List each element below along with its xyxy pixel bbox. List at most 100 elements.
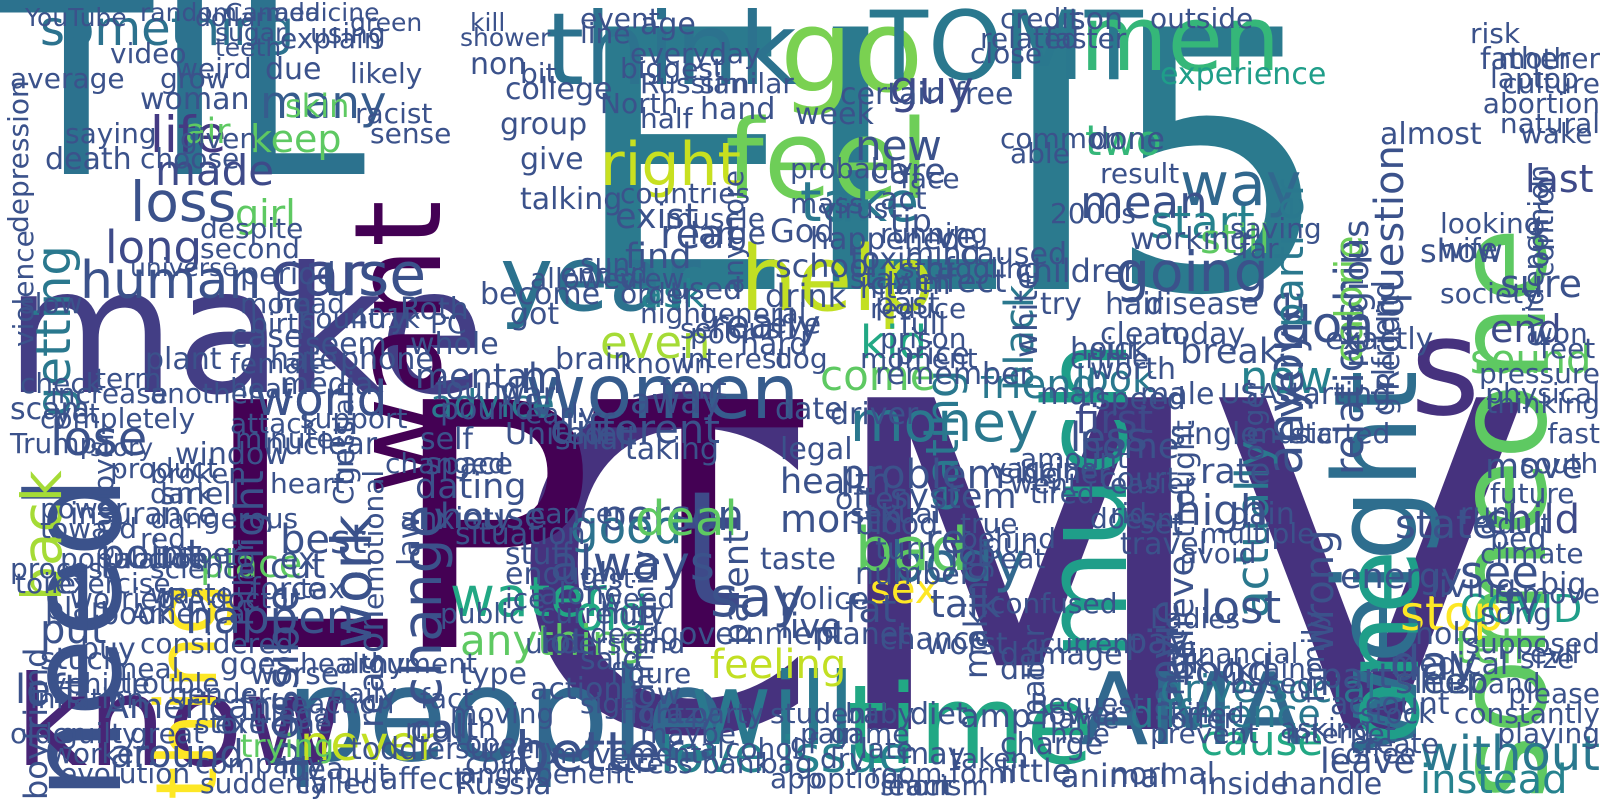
word-south: south <box>1520 447 1599 480</box>
word-sex: sex <box>870 567 939 613</box>
word-ask: ask <box>640 272 706 316</box>
word-start: start <box>1150 196 1255 249</box>
word-choose: choose <box>140 142 240 175</box>
word-sun: sun <box>580 247 631 280</box>
word-high: high <box>1175 486 1267 535</box>
word-pound: pound <box>440 392 535 427</box>
word-big: big <box>1540 567 1587 602</box>
word-mouth: mouth <box>405 712 496 745</box>
word-request: Request <box>1030 687 1144 720</box>
word-eye: eye <box>770 307 822 340</box>
word-order: order <box>620 277 695 310</box>
word-name: name <box>1040 702 1120 735</box>
word-covid: COVID <box>1460 587 1583 631</box>
word-women: women <box>525 348 799 436</box>
word-better: better <box>515 720 684 784</box>
word-lost: lost <box>1200 581 1282 634</box>
word-broken: broken <box>150 457 246 490</box>
word-even: even <box>600 316 711 369</box>
word-fact: fact <box>420 682 474 715</box>
word-pc: PC <box>430 307 467 340</box>
word-dead: dead <box>590 617 660 650</box>
word-considered: considered <box>140 627 294 660</box>
word-fat: fat <box>845 587 897 631</box>
word-become: become <box>480 277 601 312</box>
word-eat: eat <box>1000 542 1046 575</box>
word-north: North <box>600 87 679 120</box>
word-prison: prison <box>880 322 967 355</box>
word-nuclear: nuclear <box>265 427 378 462</box>
word-cut: cut <box>270 547 326 587</box>
word-living: living <box>1430 567 1517 605</box>
word-meal: meal <box>110 652 180 685</box>
word-green: green <box>350 8 423 37</box>
word-head: head <box>275 287 345 320</box>
word-early: early <box>525 397 596 430</box>
word-close: close <box>970 37 1043 70</box>
word-country: country <box>300 302 408 335</box>
word-said: said <box>580 642 642 677</box>
word-move: move <box>1485 447 1583 487</box>
word-hair: hair <box>1105 287 1164 322</box>
word-buy: buy <box>80 632 136 667</box>
word-book: book <box>100 597 174 632</box>
word-male: male <box>1140 377 1215 412</box>
word-take: take <box>800 170 919 234</box>
word-happen: happen <box>185 591 355 644</box>
word-time: time <box>845 661 1094 789</box>
word-deal: deal <box>635 491 738 547</box>
word-police: police <box>780 582 870 617</box>
word-despite: despite <box>200 212 304 245</box>
word-inside: inside <box>1200 767 1289 800</box>
word-hit: hit <box>860 272 897 305</box>
word-half: half <box>640 102 693 135</box>
word-outside: outside <box>1150 2 1254 35</box>
word-health: health <box>780 462 891 502</box>
word-child: child <box>1485 497 1580 543</box>
word-travel: travel <box>1120 527 1208 562</box>
word-large: large <box>690 217 767 252</box>
word-bed: bed <box>1490 522 1547 557</box>
word-god: God <box>770 212 835 250</box>
word-vehicle: vehicle <box>50 667 150 700</box>
word-insurance: insurance <box>70 497 217 532</box>
word-healthy: healthy <box>300 647 406 680</box>
word-usa: USA <box>1220 377 1278 410</box>
word-drive-social: drive social <box>1160 667 1377 711</box>
word-worst: worst <box>925 627 1008 662</box>
word-racist: racist <box>355 97 433 130</box>
word-lose: lose <box>50 411 148 467</box>
word-united: United <box>505 417 604 452</box>
word-muscle: muscle <box>665 202 766 235</box>
word-american: American <box>105 687 272 727</box>
word-effect: effect <box>915 262 1007 300</box>
word-act: act <box>880 182 927 217</box>
word-ve: ve <box>935 217 978 257</box>
word-culture: culture <box>1502 67 1600 100</box>
word-thinking: thinking <box>1486 387 1600 420</box>
word-work: work <box>320 514 384 649</box>
word-often: often <box>835 482 913 517</box>
word-started: started <box>1290 417 1391 450</box>
word-ladies: Ladies <box>1150 602 1241 635</box>
word-song: song <box>1480 597 1553 632</box>
word-gun: gun <box>985 527 1039 560</box>
word-room: room <box>870 757 943 790</box>
word-price: price <box>895 337 970 372</box>
word-person: person <box>600 491 744 540</box>
word-dry: dry <box>820 742 866 775</box>
word-based: based <box>1230 667 1315 700</box>
word-cancer: cancer <box>530 497 625 530</box>
word-less: less <box>1070 415 1148 461</box>
word-everyday: everyday <box>630 37 761 70</box>
word-trouble: trouble <box>120 667 220 700</box>
word-extreme: extreme <box>215 707 332 740</box>
word-yet: yet <box>55 397 100 430</box>
word-scam: scam <box>10 392 90 427</box>
word-toward: toward <box>40 512 137 545</box>
word-brain: brain <box>555 342 633 377</box>
word-roth: Roth <box>400 292 469 327</box>
word-current: current <box>1040 627 1142 660</box>
word-random: random <box>140 0 237 27</box>
